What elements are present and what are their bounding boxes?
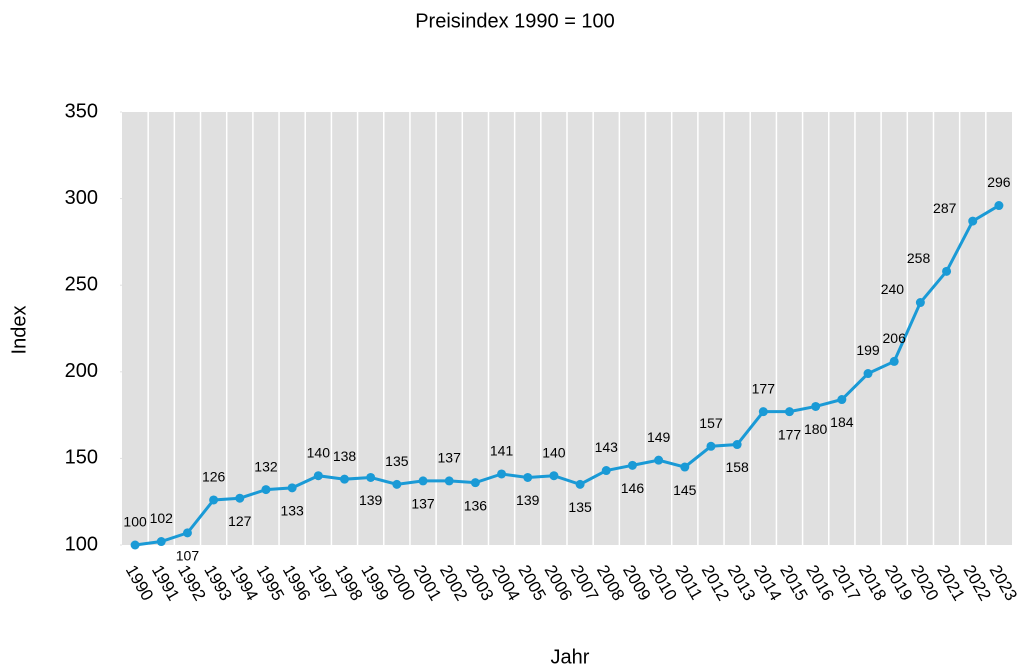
point <box>837 395 847 405</box>
data-label: 180 <box>804 421 828 437</box>
point <box>654 455 664 465</box>
data-label: 158 <box>725 459 749 475</box>
point <box>549 471 559 481</box>
data-label: 135 <box>385 453 409 469</box>
point <box>418 476 428 486</box>
point <box>575 479 585 489</box>
point <box>968 216 978 226</box>
point <box>706 441 716 451</box>
point <box>261 485 271 495</box>
point <box>889 356 899 366</box>
y-tick-label: 350 <box>65 100 98 122</box>
data-label: 107 <box>176 548 200 564</box>
data-label: 177 <box>752 380 776 396</box>
point <box>130 540 140 550</box>
y-tick-label: 150 <box>65 447 98 469</box>
data-label: 136 <box>464 497 488 513</box>
point <box>392 479 402 489</box>
data-label: 206 <box>883 330 907 346</box>
point <box>340 474 349 484</box>
data-label: 143 <box>595 439 619 455</box>
data-label: 100 <box>123 514 147 530</box>
point <box>601 466 611 476</box>
chart-title: Preisindex 1990 = 100 <box>415 10 615 32</box>
data-label: 140 <box>542 444 566 460</box>
data-label: 296 <box>987 174 1011 190</box>
point <box>863 369 873 379</box>
data-label: 141 <box>490 443 514 459</box>
data-label: 127 <box>228 513 252 529</box>
line <box>134 204 1000 547</box>
data-label: 146 <box>621 480 645 496</box>
point <box>627 460 637 470</box>
point <box>497 469 507 479</box>
data-label: 133 <box>280 503 304 519</box>
data-label: 102 <box>150 510 174 526</box>
data-label: 138 <box>333 448 357 464</box>
y-tick-label: 250 <box>65 273 98 295</box>
data-label: 132 <box>254 458 278 474</box>
data-label: 135 <box>568 499 592 515</box>
point <box>182 528 192 538</box>
data-label: 157 <box>699 415 723 431</box>
data-label: 137 <box>438 450 462 466</box>
point <box>994 201 1004 211</box>
point <box>313 471 323 481</box>
data-label: 145 <box>673 482 697 498</box>
point <box>156 537 166 547</box>
point <box>444 476 454 486</box>
point <box>811 401 821 411</box>
point <box>366 472 376 482</box>
y-axis-label: Index <box>8 306 30 355</box>
data-label: 287 <box>933 200 957 216</box>
x-axis-label: Jahr <box>551 646 590 668</box>
point <box>209 495 219 505</box>
point <box>732 440 742 450</box>
data-label: 139 <box>516 492 540 508</box>
point <box>942 266 952 276</box>
point <box>785 407 794 417</box>
point <box>680 462 690 472</box>
point <box>758 407 768 417</box>
data-label: 240 <box>881 281 905 297</box>
data-label: 126 <box>202 469 226 485</box>
point <box>287 483 297 493</box>
x-tick-label: 2023 <box>986 562 1021 604</box>
data-label: 137 <box>411 496 435 512</box>
data-label: 149 <box>647 429 671 445</box>
y-tick-label: 300 <box>65 187 98 209</box>
point <box>470 478 480 488</box>
data-label: 258 <box>907 250 931 266</box>
data-label: 139 <box>359 492 383 508</box>
data-label: 199 <box>856 342 880 358</box>
point <box>915 298 925 308</box>
y-tick-label: 200 <box>65 360 98 382</box>
y-tick-label: 100 <box>65 533 98 555</box>
data-label: 177 <box>778 426 802 442</box>
point <box>235 493 245 503</box>
data-label: 140 <box>307 444 331 460</box>
data-label: 184 <box>830 414 854 430</box>
point <box>523 472 533 482</box>
